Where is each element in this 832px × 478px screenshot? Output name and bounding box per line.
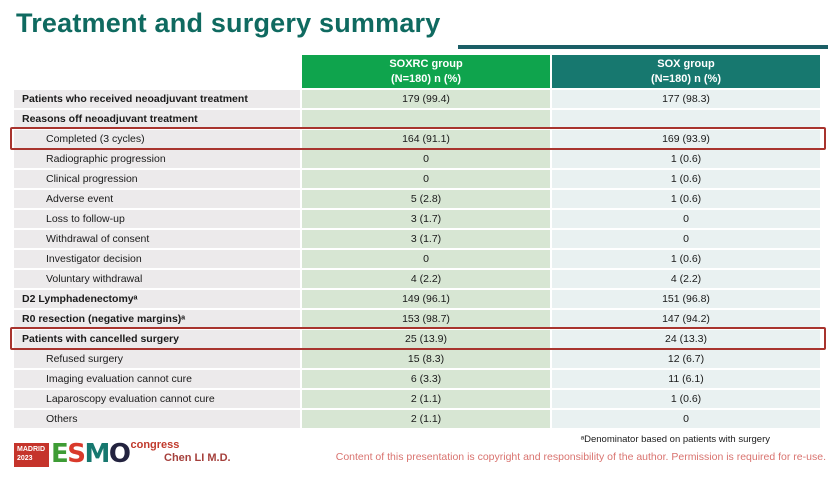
row-label: Others — [14, 410, 300, 428]
row-label: Withdrawal of consent — [14, 230, 300, 248]
cell-sox: 11 (6.1) — [552, 370, 820, 388]
sox-n-label: (N=180) n (%) — [651, 72, 721, 85]
table-row: Others 2 (1.1) 0 — [14, 410, 820, 428]
esmo-letter-s: S — [67, 439, 86, 469]
cell-soxrc: 2 (1.1) — [302, 410, 550, 428]
row-label: Clinical progression — [14, 170, 300, 188]
row-label: Radiographic progression — [14, 150, 300, 168]
cell-soxrc: 153 (98.7) — [302, 310, 550, 328]
cell-sox: 177 (98.3) — [552, 90, 820, 108]
cell-soxrc: 2 (1.1) — [302, 390, 550, 408]
table-row: Laparoscopy evaluation cannot cure 2 (1.… — [14, 390, 820, 408]
cell-sox — [552, 110, 820, 128]
table-body: Patients who received neoadjuvant treatm… — [10, 90, 826, 428]
cell-sox: 169 (93.9) — [552, 130, 820, 148]
cell-sox: 0 — [552, 410, 820, 428]
cell-sox: 1 (0.6) — [552, 390, 820, 408]
esmo-letter-e: E — [51, 439, 69, 469]
table-row: R0 resection (negative margins)ᵃ 153 (98… — [14, 310, 820, 328]
cell-soxrc: 4 (2.2) — [302, 270, 550, 288]
row-label: Patients who received neoadjuvant treatm… — [14, 90, 300, 108]
esmo-letter-o: O — [108, 439, 131, 469]
table-row: Adverse event 5 (2.8) 1 (0.6) — [14, 190, 820, 208]
table-footnote: ᵃDenominator based on patients with surg… — [580, 434, 770, 445]
cell-soxrc: 164 (91.1) — [302, 130, 550, 148]
table-row: D2 Lymphadenectomyᵃ 149 (96.1) 151 (96.8… — [14, 290, 820, 308]
table-row: Patients with cancelled surgery 25 (13.9… — [10, 327, 826, 350]
congress-label: congress — [130, 439, 180, 451]
cell-soxrc: 6 (3.3) — [302, 370, 550, 388]
table-row: Patients who received neoadjuvant treatm… — [14, 90, 820, 108]
row-label: Imaging evaluation cannot cure — [14, 370, 300, 388]
logo-year: 2023 — [17, 455, 33, 462]
cell-sox: 1 (0.6) — [552, 250, 820, 268]
header-spacer-cell — [14, 55, 300, 88]
presenter-name: Chen LI M.D. — [164, 452, 231, 464]
column-header-soxrc: SOXRC group (N=180) n (%) — [302, 55, 550, 88]
madrid-2023-badge: MADRID 2023 — [14, 443, 49, 467]
cell-soxrc: 0 — [302, 250, 550, 268]
row-label: Investigator decision — [14, 250, 300, 268]
table-row: Investigator decision 0 1 (0.6) — [14, 250, 820, 268]
cell-sox: 12 (6.7) — [552, 350, 820, 368]
table-row: Imaging evaluation cannot cure 6 (3.3) 1… — [14, 370, 820, 388]
cell-soxrc: 25 (13.9) — [302, 330, 550, 348]
cell-sox: 0 — [552, 210, 820, 228]
esmo-congress-logo: MADRID 2023 ESMO congress — [14, 439, 180, 469]
cell-soxrc: 15 (8.3) — [302, 350, 550, 368]
cell-soxrc: 5 (2.8) — [302, 190, 550, 208]
cell-sox: 147 (94.2) — [552, 310, 820, 328]
logo-city: MADRID — [17, 446, 45, 454]
column-header-sox: SOX group (N=180) n (%) — [552, 55, 820, 88]
summary-table: SOXRC group (N=180) n (%) SOX group (N=1… — [10, 55, 826, 430]
cell-soxrc: 3 (1.7) — [302, 230, 550, 248]
table-header-row: SOXRC group (N=180) n (%) SOX group (N=1… — [14, 55, 820, 88]
row-label: Reasons off neoadjuvant treatment — [14, 110, 300, 128]
row-label: R0 resection (negative margins)ᵃ — [14, 310, 300, 328]
esmo-letter-m: M — [84, 439, 111, 469]
row-label: Patients with cancelled surgery — [14, 330, 300, 348]
cell-soxrc: 149 (96.1) — [302, 290, 550, 308]
cell-soxrc: 179 (99.4) — [302, 90, 550, 108]
cell-soxrc — [302, 110, 550, 128]
row-label: D2 Lymphadenectomyᵃ — [14, 290, 300, 308]
table-row: Reasons off neoadjuvant treatment — [14, 110, 820, 128]
table-row: Radiographic progression 0 1 (0.6) — [14, 150, 820, 168]
table-row: Refused surgery 15 (8.3) 12 (6.7) — [14, 350, 820, 368]
cell-soxrc: 0 — [302, 150, 550, 168]
table-row: Clinical progression 0 1 (0.6) — [14, 170, 820, 188]
cell-sox: 4 (2.2) — [552, 270, 820, 288]
title-underline-rule — [458, 45, 828, 49]
cell-sox: 151 (96.8) — [552, 290, 820, 308]
cell-soxrc: 3 (1.7) — [302, 210, 550, 228]
cell-sox: 1 (0.6) — [552, 170, 820, 188]
soxrc-n-label: (N=180) n (%) — [391, 72, 461, 85]
cell-soxrc: 0 — [302, 170, 550, 188]
table-row: Loss to follow-up 3 (1.7) 0 — [14, 210, 820, 228]
row-label: Loss to follow-up — [14, 210, 300, 228]
cell-sox: 0 — [552, 230, 820, 248]
sox-group-label: SOX group — [657, 58, 715, 71]
row-label: Voluntary withdrawal — [14, 270, 300, 288]
table-row: Voluntary withdrawal 4 (2.2) 4 (2.2) — [14, 270, 820, 288]
row-label: Completed (3 cycles) — [14, 130, 300, 148]
row-label: Laparoscopy evaluation cannot cure — [14, 390, 300, 408]
cell-sox: 1 (0.6) — [552, 150, 820, 168]
cell-sox: 24 (13.3) — [552, 330, 820, 348]
copyright-notice: Content of this presentation is copyrigh… — [335, 451, 826, 463]
row-label: Refused surgery — [14, 350, 300, 368]
table-row: Withdrawal of consent 3 (1.7) 0 — [14, 230, 820, 248]
esmo-logo-text: ESMO — [51, 439, 131, 469]
table-row: Completed (3 cycles) 164 (91.1) 169 (93.… — [10, 127, 826, 150]
row-label: Adverse event — [14, 190, 300, 208]
soxrc-group-label: SOXRC group — [389, 58, 463, 71]
cell-sox: 1 (0.6) — [552, 190, 820, 208]
page-title: Treatment and surgery summary — [16, 8, 441, 38]
